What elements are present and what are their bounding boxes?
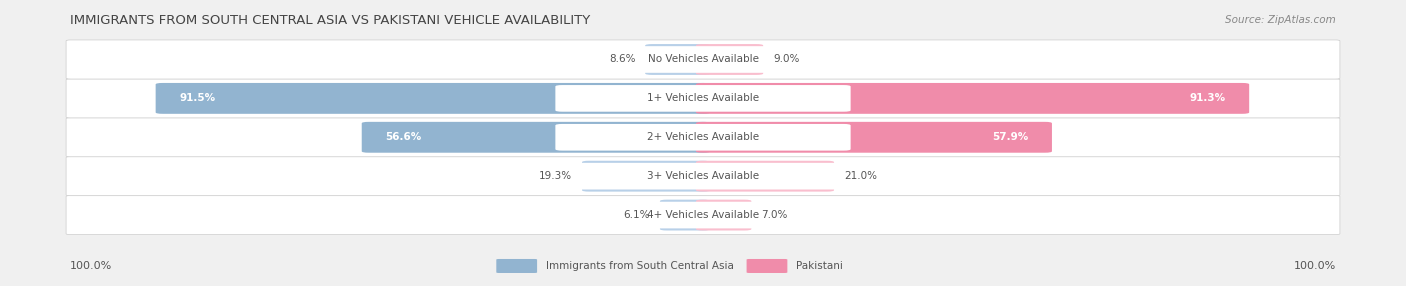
Text: 7.0%: 7.0% — [761, 210, 787, 220]
FancyBboxPatch shape — [659, 200, 710, 231]
Text: 56.6%: 56.6% — [385, 132, 422, 142]
FancyBboxPatch shape — [555, 85, 851, 112]
FancyBboxPatch shape — [555, 124, 851, 151]
FancyBboxPatch shape — [555, 46, 851, 73]
FancyBboxPatch shape — [555, 202, 851, 229]
FancyBboxPatch shape — [555, 163, 851, 190]
Text: Immigrants from South Central Asia: Immigrants from South Central Asia — [546, 261, 734, 271]
FancyBboxPatch shape — [66, 79, 1340, 118]
FancyBboxPatch shape — [696, 122, 1052, 153]
Text: 6.1%: 6.1% — [624, 210, 650, 220]
Text: 21.0%: 21.0% — [844, 171, 877, 181]
Text: 3+ Vehicles Available: 3+ Vehicles Available — [647, 171, 759, 181]
FancyBboxPatch shape — [696, 44, 763, 75]
FancyBboxPatch shape — [696, 200, 751, 231]
Text: 100.0%: 100.0% — [1294, 261, 1336, 271]
FancyBboxPatch shape — [66, 40, 1340, 79]
Text: 100.0%: 100.0% — [70, 261, 112, 271]
Text: No Vehicles Available: No Vehicles Available — [648, 55, 758, 64]
Text: 19.3%: 19.3% — [538, 171, 572, 181]
Text: Source: ZipAtlas.com: Source: ZipAtlas.com — [1225, 15, 1336, 25]
FancyBboxPatch shape — [496, 259, 537, 273]
FancyBboxPatch shape — [747, 259, 787, 273]
FancyBboxPatch shape — [696, 83, 1249, 114]
Text: 91.3%: 91.3% — [1189, 94, 1225, 103]
Text: 91.5%: 91.5% — [180, 94, 215, 103]
Text: 1+ Vehicles Available: 1+ Vehicles Available — [647, 94, 759, 103]
Text: 57.9%: 57.9% — [991, 132, 1028, 142]
Text: IMMIGRANTS FROM SOUTH CENTRAL ASIA VS PAKISTANI VEHICLE AVAILABILITY: IMMIGRANTS FROM SOUTH CENTRAL ASIA VS PA… — [70, 13, 591, 27]
FancyBboxPatch shape — [361, 122, 710, 153]
FancyBboxPatch shape — [582, 161, 710, 192]
Text: 8.6%: 8.6% — [609, 55, 636, 64]
FancyBboxPatch shape — [66, 118, 1340, 157]
Text: 4+ Vehicles Available: 4+ Vehicles Available — [647, 210, 759, 220]
FancyBboxPatch shape — [645, 44, 710, 75]
Text: Pakistani: Pakistani — [796, 261, 842, 271]
FancyBboxPatch shape — [66, 196, 1340, 235]
FancyBboxPatch shape — [156, 83, 710, 114]
FancyBboxPatch shape — [696, 161, 834, 192]
FancyBboxPatch shape — [66, 157, 1340, 196]
Text: 9.0%: 9.0% — [773, 55, 800, 64]
Text: 2+ Vehicles Available: 2+ Vehicles Available — [647, 132, 759, 142]
